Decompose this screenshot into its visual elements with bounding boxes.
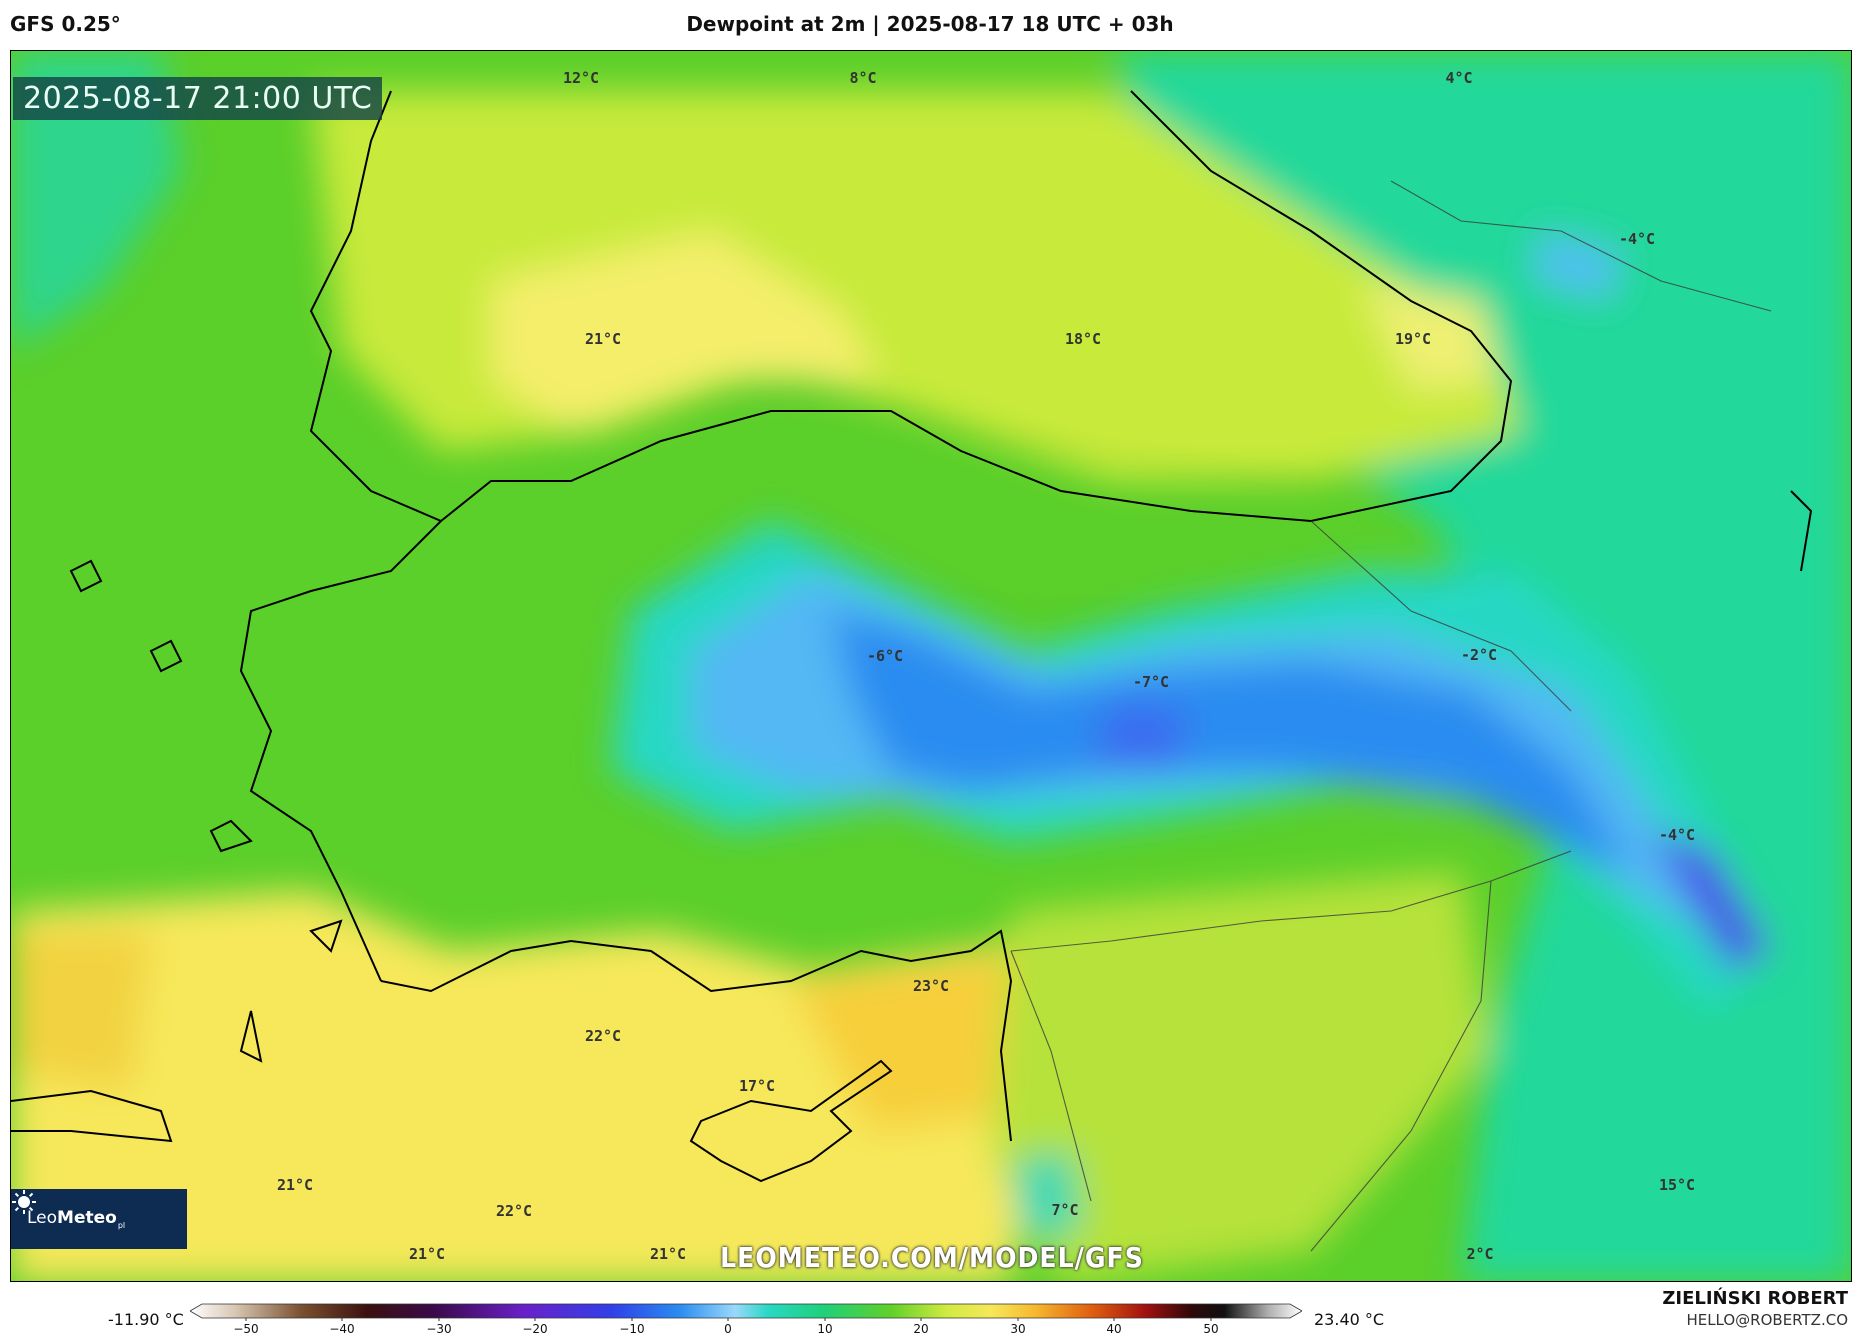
temp-label: 18°C [1064,330,1102,348]
map-title: Dewpoint at 2m | 2025-08-17 18 UTC + 03h [686,12,1174,36]
colorbar-tick: −40 [329,1322,355,1336]
colorbar-tick: 40 [1106,1322,1122,1336]
temp-label: 23°C [912,977,950,995]
temp-label: 17°C [738,1077,776,1095]
timestamp-badge: 2025-08-17 21:00 UTC [13,77,383,120]
temp-label: 19°C [1394,330,1432,348]
temp-label: -4°C [1618,230,1656,248]
logo-wordmark: LeoMeteopl [27,1208,126,1230]
colorbar-tick: −10 [619,1322,645,1336]
model-name: GFS 0.25° [10,12,121,36]
temp-label: -4°C [1658,826,1696,844]
colorbar-tick: 0 [724,1322,732,1336]
temp-label: 22°C [495,1202,533,1220]
temp-label: 2°C [1466,1245,1494,1263]
leometeo-logo[interactable]: LeoMeteopl [11,1189,187,1249]
temp-label: 22°C [584,1027,622,1045]
colorbar-tick: 50 [1203,1322,1219,1336]
temp-label: 21°C [276,1176,314,1194]
temp-label: -7°C [1132,673,1170,691]
temp-label: 7°C [1051,1201,1079,1219]
colorbar-tick: −50 [233,1322,259,1336]
sun-icon [12,1190,36,1214]
temp-label: 21°C [408,1245,446,1263]
author-email[interactable]: HELLO@ROBERTZ.CO [1686,1311,1848,1329]
map-panel[interactable]: 2025-08-17 21:00 UTC 12°C 8°C 4°C -4°C 2… [10,50,1852,1282]
temp-label: -2°C [1460,646,1498,664]
dewpoint-field [11,51,1851,1281]
temp-label: 4°C [1445,69,1473,87]
colorbar-tick: 10 [817,1322,833,1336]
temp-label: -6°C [866,647,904,665]
temp-label: 21°C [649,1245,687,1263]
colorbar-tick: 20 [913,1322,929,1336]
temp-label: 8°C [849,69,877,87]
temp-label: 12°C [562,69,600,87]
colorbar-tick: 30 [1010,1322,1026,1336]
watermark: LEOMETEO.COM/MODEL/GFS [720,1241,1144,1274]
colorbar [190,1303,1302,1321]
colorbar-tick: −20 [522,1322,548,1336]
colorbar-tick: −30 [426,1322,452,1336]
author-credit: ZIELIŃSKI ROBERT [1662,1288,1848,1309]
colorbar-max-label: 23.40 °C [1314,1310,1385,1329]
colorbar-min-label: -11.90 °C [108,1310,184,1329]
temp-label: 15°C [1658,1176,1696,1194]
temp-label: 21°C [584,330,622,348]
